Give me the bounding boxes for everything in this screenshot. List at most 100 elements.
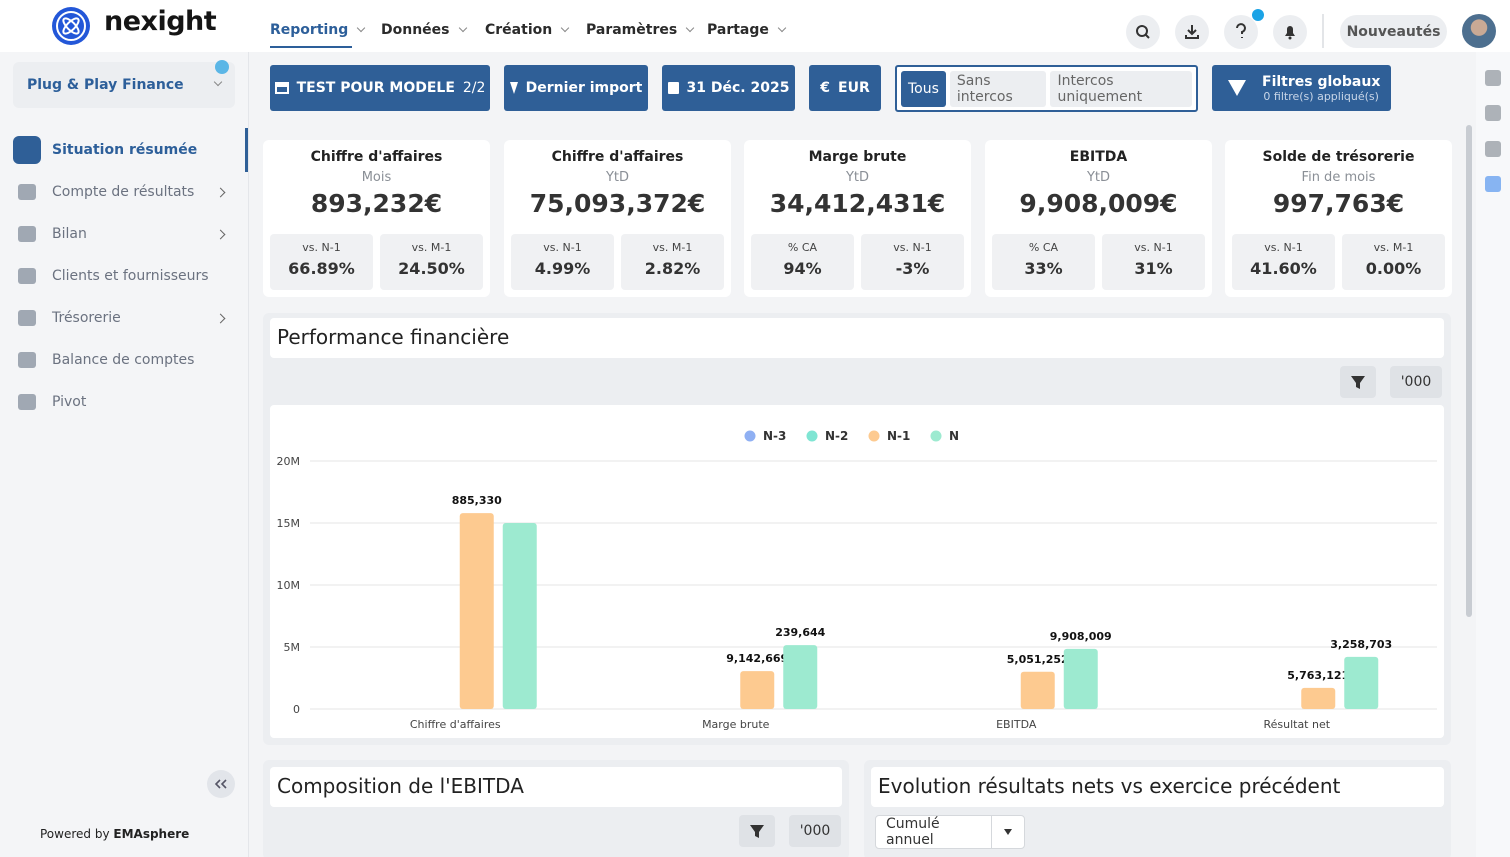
kpi-period: YtD [1086, 170, 1111, 185]
bar [1344, 656, 1379, 709]
nav-item[interactable]: Partage [707, 22, 787, 42]
date-button[interactable]: 31 Déc. 2025 [662, 65, 795, 111]
rail-icon[interactable] [1485, 70, 1501, 86]
icon [1236, 23, 1246, 38]
menu-icon [18, 310, 36, 326]
chart-title-bar [270, 318, 1444, 358]
rail-icon[interactable] [1485, 176, 1501, 192]
kpi-metric: vs. N-1 31% [1102, 234, 1205, 290]
metric-value: 0.00% [1365, 259, 1422, 278]
logo-icon [52, 7, 90, 45]
currency-symbol: € [820, 80, 831, 96]
logo-text: nexight [104, 6, 217, 37]
menu-icon [13, 136, 41, 164]
avatar[interactable] [1462, 14, 1496, 48]
metric-label: vs. N-1 [543, 241, 582, 254]
menu-item[interactable]: Balance de comptes [52, 350, 232, 370]
menu-item[interactable]: Bilan [52, 224, 232, 244]
unit-button[interactable]: '000 [1390, 366, 1442, 398]
rail-icon[interactable] [1485, 105, 1501, 121]
metric-value: 41.60% [1250, 259, 1317, 278]
filter-button[interactable] [739, 815, 775, 847]
metric-label: vs. M-1 [1373, 241, 1414, 254]
x-tick-label: Résultat net [1263, 718, 1330, 731]
x-tick-label: Chiffre d'affaires [410, 718, 501, 731]
legend-marker[interactable] [744, 430, 756, 442]
rail-icon[interactable] [1485, 141, 1501, 157]
menu-label: Balance de comptes [52, 352, 195, 368]
kpi-metric: % CA 33% [992, 234, 1095, 290]
legend-label[interactable]: N-1 [887, 429, 910, 443]
select-arrow [991, 816, 1024, 848]
bar [783, 645, 818, 709]
filters-button[interactable]: Filtres globaux 0 filtre(s) appliqué(s) [1212, 65, 1391, 111]
news-button[interactable]: Nouveautés [1340, 15, 1447, 48]
header-icon-button[interactable] [1175, 15, 1209, 49]
icon [1228, 80, 1246, 96]
workspace-selector[interactable]: Plug & Play Finance [13, 62, 235, 108]
kpi-metric: vs. M-1 2.82% [621, 234, 724, 290]
y-tick-label: 10M [277, 579, 301, 592]
chart: 0 5M 10M 15M 20M N-3 N-2 N-1 N Chiffre d'affaires… [277, 429, 1437, 731]
menu-item[interactable]: Situation résumée [52, 140, 232, 160]
model-count: 2/2 [462, 80, 486, 96]
icon [1285, 26, 1295, 40]
kpi-metric: vs. N-1 -3% [861, 234, 964, 290]
icon [750, 825, 764, 838]
collapse-button[interactable] [207, 770, 235, 798]
menu-label: Situation résumée [52, 142, 198, 158]
menu-item[interactable]: Compte de résultats [52, 182, 232, 202]
metric-label: % CA [787, 241, 818, 254]
chevron [458, 23, 467, 33]
period-select[interactable]: Cumulé annuel [875, 815, 1025, 849]
metric-label: vs. N-1 [1264, 241, 1303, 254]
legend-marker[interactable] [930, 430, 942, 442]
nav-item[interactable]: Création [485, 22, 570, 42]
menu-label: Pivot [52, 394, 87, 410]
menu-item[interactable]: Pivot [52, 392, 232, 412]
nav-item[interactable]: Reporting [270, 22, 366, 48]
nav-item[interactable]: Données [381, 22, 467, 42]
menu-item[interactable]: Clients et fournisseurs [52, 266, 232, 286]
icon [667, 82, 679, 94]
kpi-period: Mois [361, 170, 392, 185]
metric-value: 24.50% [398, 259, 465, 278]
currency-button[interactable]: € EUR [809, 65, 881, 111]
menu-chevron [215, 229, 226, 239]
scope-option[interactable]: Tous [901, 70, 946, 107]
legend-marker[interactable] [868, 430, 880, 442]
legend-label[interactable]: N-2 [825, 429, 848, 443]
help-badge [215, 60, 229, 74]
brand: EMAsphere [113, 827, 190, 841]
icon [1004, 829, 1012, 835]
header-icon-button[interactable] [1273, 15, 1307, 49]
header-icon-button[interactable] [1224, 15, 1258, 49]
import-button[interactable]: Dernier import [504, 65, 648, 111]
y-tick-label: 5M [284, 641, 301, 654]
kpi-value: 34,412,431€ [769, 189, 946, 218]
x-tick-label: Marge brute [702, 718, 770, 731]
metric-label: vs. M-1 [411, 241, 452, 254]
model-button[interactable]: TEST POUR MODELE 2/2 [270, 65, 490, 111]
scope-selector: Tous Sans intercos Intercos uniquement [895, 65, 1198, 112]
legend-label[interactable]: N [949, 429, 959, 443]
y-tick-label: 20M [277, 455, 301, 468]
legend-marker[interactable] [806, 430, 818, 442]
kpi-metric: vs. M-1 24.50% [380, 234, 483, 290]
nav-item[interactable]: Paramètres [586, 22, 695, 42]
scope-option[interactable]: Sans intercos [949, 70, 1047, 107]
model-label: TEST POUR MODELE [296, 80, 455, 96]
unit-button[interactable]: '000 [789, 815, 841, 847]
header-icon-button[interactable] [1126, 15, 1160, 49]
date-label: 31 Déc. 2025 [686, 80, 790, 96]
panel-title: Composition de l'EBITDA [277, 774, 524, 798]
menu-chevron [215, 313, 226, 323]
scope-option[interactable]: Intercos uniquement [1050, 70, 1192, 107]
panel-title-bar [871, 767, 1444, 807]
active-indicator [245, 128, 248, 172]
menu-item[interactable]: Trésorerie [52, 308, 232, 328]
icon [1185, 25, 1199, 39]
legend-label[interactable]: N-3 [763, 429, 786, 443]
filters-note: 0 filtre(s) appliqué(s) [1263, 89, 1379, 103]
filter-button[interactable] [1340, 366, 1376, 398]
